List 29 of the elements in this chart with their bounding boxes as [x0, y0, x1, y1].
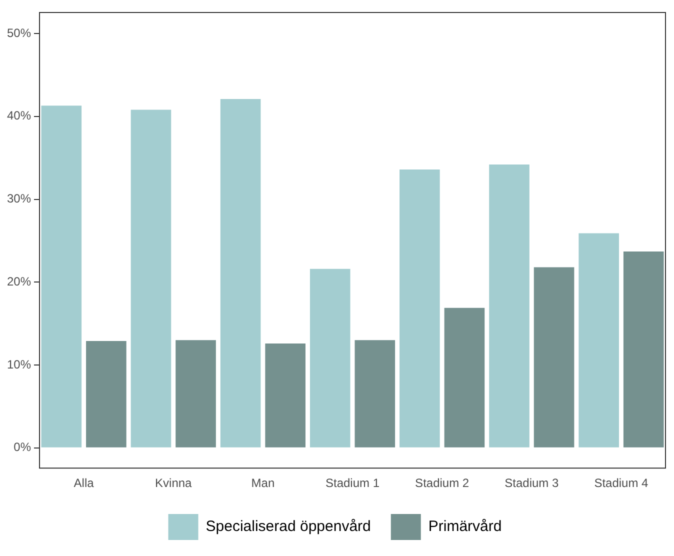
bar [176, 340, 216, 448]
y-tick-label: 30% [6, 192, 32, 206]
legend-label: Specialiserad öppenvård [206, 518, 371, 536]
x-tick-label: Stadium 4 [594, 476, 649, 490]
bar [578, 233, 619, 448]
y-tick-label: 50% [6, 26, 32, 40]
bar [265, 343, 306, 448]
bar [400, 169, 440, 448]
y-tick-label: 40% [6, 108, 32, 123]
x-tick-label: Alla [74, 476, 94, 490]
x-tick-label: Kvinna [155, 476, 192, 490]
y-tick-label: 20% [6, 274, 32, 288]
x-tick-label: Stadium 1 [325, 476, 380, 490]
bar [130, 110, 172, 448]
legend-label: Primärvård [428, 518, 502, 536]
x-tick-label: Stadium 3 [504, 476, 559, 490]
bar [623, 251, 664, 448]
bar [534, 267, 574, 448]
y-tick-label: 10% [6, 357, 32, 372]
bar [86, 340, 126, 448]
bar [220, 99, 261, 448]
bar [354, 340, 396, 448]
x-tick-label: Man [251, 476, 275, 490]
x-tick-label: Stadium 2 [415, 476, 470, 490]
y-tick-label: 0% [14, 440, 32, 454]
bar [310, 268, 350, 448]
bar [489, 164, 530, 448]
bar [444, 308, 485, 448]
bar [41, 106, 82, 448]
